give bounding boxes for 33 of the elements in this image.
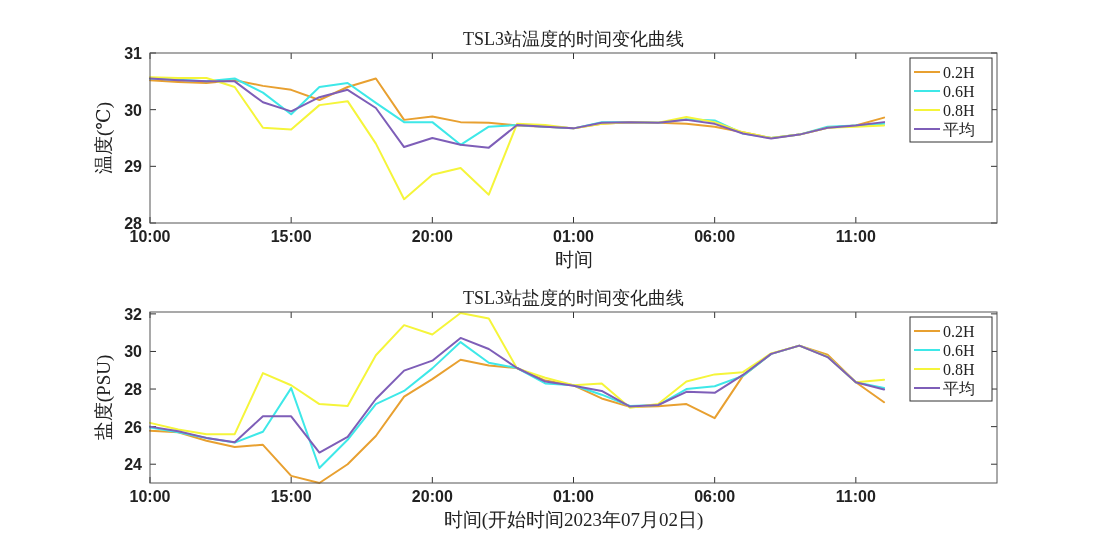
legend-label: 0.6H — [943, 83, 975, 100]
y-tick-label: 30 — [124, 343, 143, 361]
y-tick-label: 26 — [124, 418, 143, 436]
y-axis-title: 温度(℃) — [93, 102, 115, 174]
x-tick-label: 01:00 — [553, 228, 595, 245]
legend-label: 0.8H — [943, 361, 975, 378]
x-axis-title: 时间(开始时间2023年07月02日) — [443, 509, 704, 531]
chart-title: TSL3站温度的时间变化曲线 — [462, 29, 685, 49]
legend-label: 0.8H — [943, 102, 975, 119]
legend-label: 平均 — [943, 121, 975, 138]
y-tick-label: 31 — [124, 45, 143, 62]
legend-label: 0.6H — [943, 342, 975, 359]
x-tick-label: 11:00 — [835, 488, 876, 505]
y-axis-title: 盐度(PSU) — [93, 354, 115, 441]
legend-label: 0.2H — [943, 64, 975, 81]
y-tick-label: 29 — [124, 158, 143, 176]
y-tick-label: 30 — [124, 101, 143, 119]
y-tick-label: 28 — [124, 381, 143, 399]
x-tick-label: 15:00 — [270, 228, 312, 245]
legend-label: 0.2H — [943, 323, 975, 340]
x-tick-label: 06:00 — [694, 228, 736, 245]
legend-label: 平均 — [943, 380, 975, 397]
x-tick-label: 11:00 — [835, 228, 876, 245]
chart-title: TSL3站盐度的时间变化曲线 — [462, 288, 685, 308]
x-tick-label: 20:00 — [411, 228, 453, 245]
y-tick-label: 32 — [124, 305, 143, 323]
x-tick-label: 06:00 — [694, 488, 736, 505]
y-tick-label: 24 — [124, 456, 143, 474]
x-tick-label: 20:00 — [411, 488, 453, 505]
x-tick-label: 15:00 — [270, 488, 312, 505]
x-tick-label: 10:00 — [129, 488, 171, 505]
x-tick-label: 01:00 — [553, 488, 595, 505]
x-axis-title: 时间 — [554, 249, 593, 270]
